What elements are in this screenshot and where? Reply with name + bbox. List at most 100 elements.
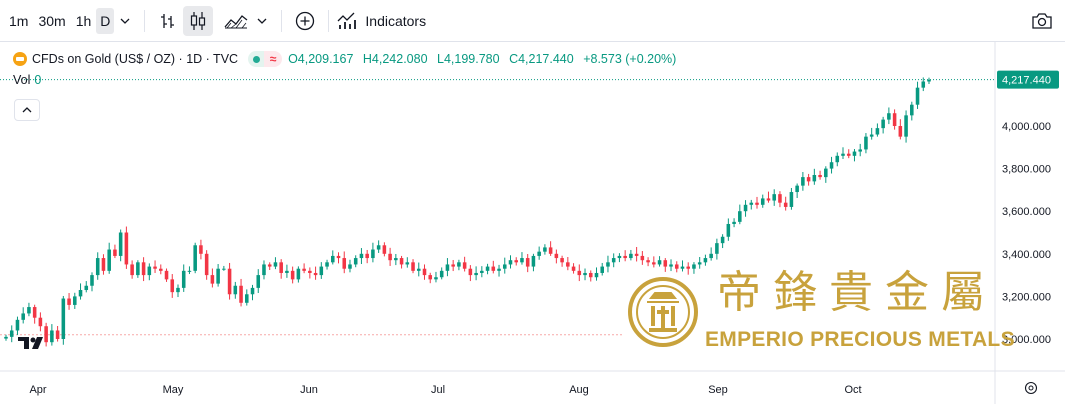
- candle[interactable]: [95, 252, 100, 280]
- candle[interactable]: [124, 226, 129, 269]
- candle[interactable]: [199, 239, 203, 260]
- candle[interactable]: [4, 334, 8, 341]
- candle[interactable]: [577, 264, 582, 282]
- candle[interactable]: [371, 242, 375, 263]
- add-compare-icon[interactable]: [290, 6, 320, 36]
- candle[interactable]: [726, 218, 731, 241]
- candle[interactable]: [606, 255, 610, 273]
- candle[interactable]: [462, 256, 467, 272]
- candle[interactable]: [543, 244, 547, 255]
- candle[interactable]: [560, 255, 564, 267]
- candle[interactable]: [852, 149, 857, 162]
- chevron-down-icon[interactable]: [251, 6, 273, 36]
- candle[interactable]: [634, 246, 639, 262]
- candle[interactable]: [864, 133, 868, 154]
- candle[interactable]: [824, 166, 828, 183]
- candle[interactable]: [382, 242, 387, 257]
- candle[interactable]: [399, 255, 404, 269]
- candle[interactable]: [709, 247, 713, 261]
- candle[interactable]: [875, 123, 880, 137]
- candle[interactable]: [772, 189, 776, 206]
- candles-icon[interactable]: [183, 5, 214, 36]
- candle[interactable]: [296, 266, 301, 283]
- candle[interactable]: [55, 326, 60, 342]
- candle[interactable]: [743, 200, 748, 217]
- candle[interactable]: [485, 263, 490, 275]
- candle[interactable]: [457, 259, 461, 271]
- candle[interactable]: [428, 272, 433, 284]
- candle[interactable]: [892, 109, 897, 130]
- candle[interactable]: [537, 246, 541, 260]
- candle[interactable]: [858, 143, 862, 157]
- candle[interactable]: [554, 249, 559, 264]
- candle[interactable]: [342, 251, 347, 274]
- candle[interactable]: [502, 257, 507, 274]
- candle[interactable]: [405, 257, 410, 268]
- candle[interactable]: [285, 264, 289, 278]
- candle[interactable]: [130, 260, 134, 279]
- candle[interactable]: [680, 260, 685, 272]
- candle[interactable]: [308, 267, 312, 279]
- timeframe-1m[interactable]: 1m: [9, 12, 29, 29]
- candle[interactable]: [566, 256, 570, 271]
- candle[interactable]: [359, 248, 364, 265]
- candle[interactable]: [170, 274, 175, 298]
- candle[interactable]: [686, 262, 690, 275]
- candle[interactable]: [474, 266, 478, 281]
- camera-icon[interactable]: [1027, 6, 1057, 36]
- candle[interactable]: [657, 256, 662, 267]
- candle[interactable]: [738, 204, 742, 225]
- candle[interactable]: [15, 316, 20, 335]
- timeframe-30m[interactable]: 30m: [38, 12, 66, 29]
- candle[interactable]: [256, 269, 261, 293]
- candle[interactable]: [136, 260, 140, 278]
- candle[interactable]: [250, 284, 255, 301]
- candle[interactable]: [279, 259, 283, 279]
- candle[interactable]: [583, 268, 587, 281]
- candle[interactable]: [302, 263, 306, 274]
- candle[interactable]: [674, 261, 679, 273]
- candle[interactable]: [611, 253, 616, 268]
- bar-chart-icon[interactable]: [153, 6, 183, 36]
- candle[interactable]: [394, 254, 398, 266]
- candle[interactable]: [755, 196, 759, 209]
- timeframe-d[interactable]: D: [96, 7, 115, 34]
- candle[interactable]: [795, 183, 799, 198]
- candle[interactable]: [783, 196, 788, 211]
- candle[interactable]: [531, 253, 536, 272]
- candle[interactable]: [818, 170, 822, 180]
- candle[interactable]: [514, 257, 519, 266]
- candle[interactable]: [388, 247, 392, 266]
- candle[interactable]: [600, 262, 605, 276]
- candle[interactable]: [812, 168, 817, 185]
- candle[interactable]: [61, 295, 66, 345]
- settings-icon[interactable]: [1024, 381, 1038, 395]
- candle[interactable]: [663, 258, 668, 272]
- candle[interactable]: [181, 264, 186, 292]
- candle[interactable]: [245, 289, 249, 306]
- candle[interactable]: [434, 271, 438, 283]
- symbol-title[interactable]: CFDs on Gold (US$ / OZ) · 1D · TVC: [32, 52, 239, 66]
- candle[interactable]: [107, 242, 111, 274]
- candle[interactable]: [904, 110, 908, 143]
- candle[interactable]: [640, 251, 645, 265]
- candle[interactable]: [159, 264, 163, 275]
- candle[interactable]: [480, 266, 484, 278]
- candle[interactable]: [829, 156, 834, 174]
- candle[interactable]: [846, 149, 851, 159]
- candle[interactable]: [210, 268, 215, 288]
- candle[interactable]: [290, 266, 295, 284]
- candle[interactable]: [439, 267, 444, 280]
- candle[interactable]: [193, 242, 197, 274]
- candle[interactable]: [353, 255, 358, 268]
- candle[interactable]: [617, 253, 622, 263]
- candle[interactable]: [239, 278, 243, 307]
- candle[interactable]: [497, 264, 501, 277]
- candle[interactable]: [422, 264, 427, 280]
- tradingview-logo-icon[interactable]: [18, 335, 48, 351]
- candle[interactable]: [760, 194, 765, 208]
- candle[interactable]: [732, 218, 736, 228]
- candle[interactable]: [90, 272, 94, 292]
- candle[interactable]: [915, 81, 920, 109]
